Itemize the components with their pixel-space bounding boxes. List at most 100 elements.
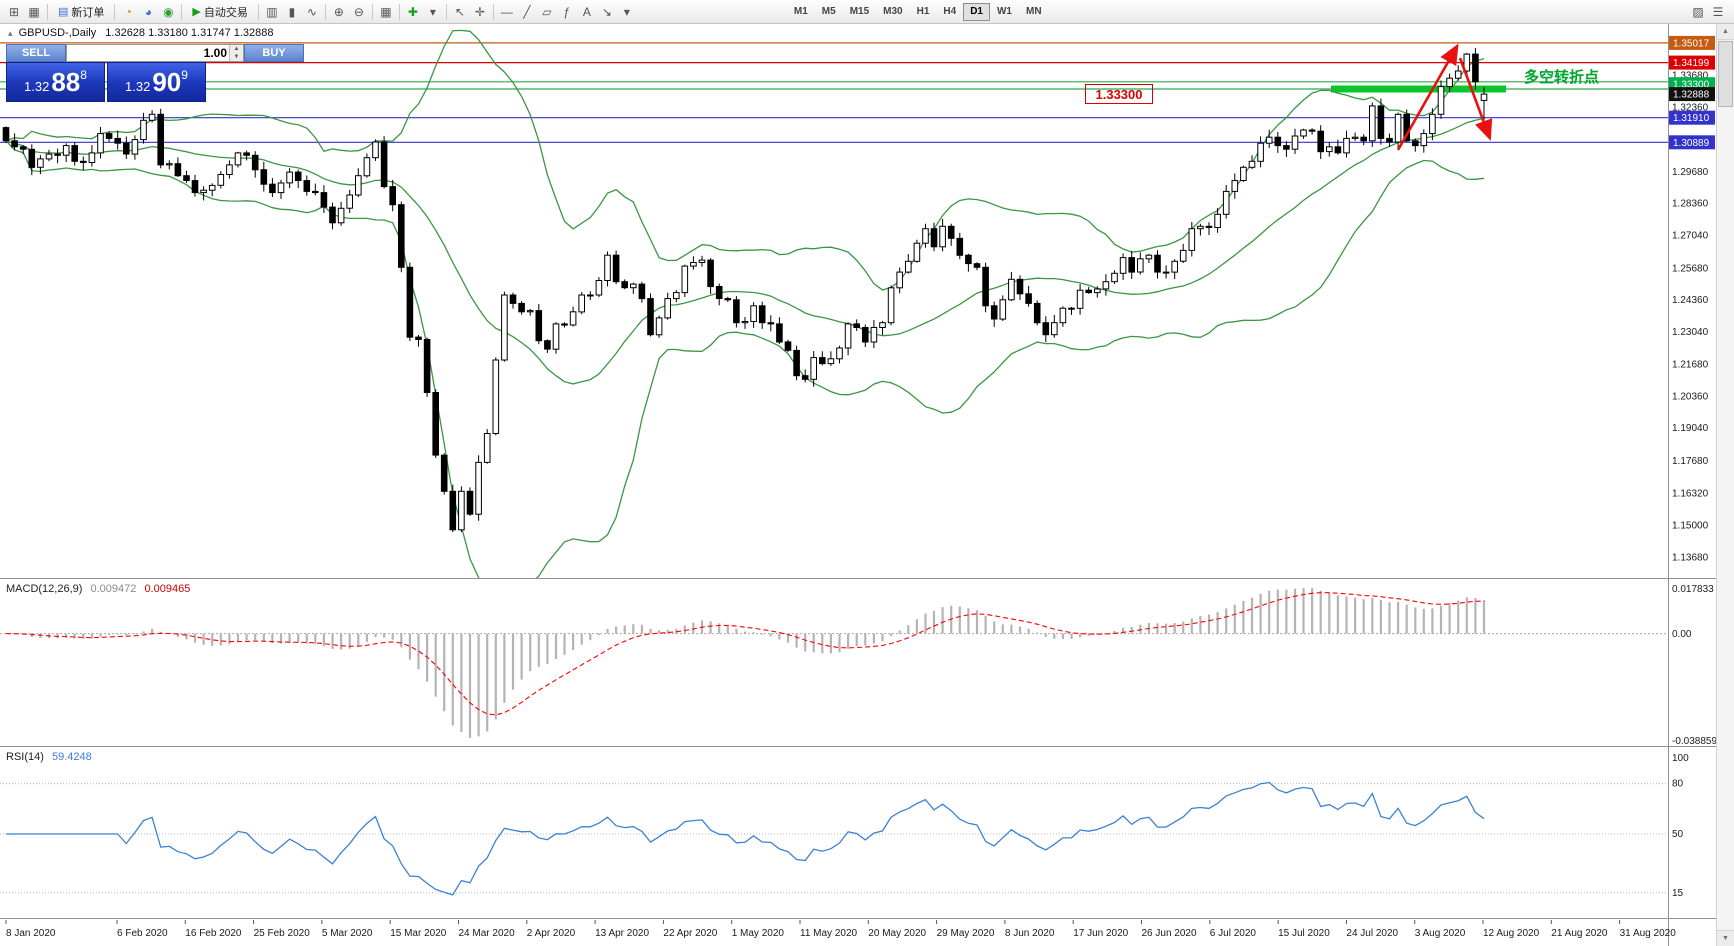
timeframe-d1[interactable]: D1	[963, 2, 990, 21]
lot-increase-button[interactable]: ▲	[230, 45, 243, 53]
price-tick-label: 1.17680	[1672, 456, 1709, 467]
crosshair-icon-glyph: ✛	[474, 4, 485, 19]
channel-icon-glyph: ▱	[542, 4, 552, 19]
main-panel-layer[interactable]	[0, 29, 1668, 592]
date-label: 16 Feb 2020	[185, 928, 242, 939]
tile-windows-icon[interactable]: ▦	[376, 2, 396, 22]
chart-profiles-icon[interactable]: ▦	[24, 2, 44, 22]
zoom-in-icon-glyph: ⊕	[333, 4, 344, 19]
arrow-object-icon[interactable]: ↘	[597, 2, 617, 22]
vertical-scrollbar[interactable]: ▲ ▼	[1716, 24, 1734, 946]
date-label: 13 Apr 2020	[595, 928, 649, 939]
buy-price-point: 9	[181, 68, 188, 82]
horizontal-lines[interactable]	[0, 42, 1668, 143]
lot-decrease-button[interactable]: ▼	[230, 53, 243, 61]
timeframe-m5[interactable]: M5	[815, 3, 843, 21]
svg-text:1.31910: 1.31910	[1673, 113, 1710, 124]
price-level-annotation[interactable]: 1.33300	[1085, 84, 1153, 104]
timeframe-h1[interactable]: H1	[910, 3, 937, 21]
timeframe-m30[interactable]: M30	[876, 3, 909, 21]
rsi-panel[interactable]	[0, 781, 1668, 896]
macd-histogram	[13, 588, 1486, 738]
macd-panel[interactable]	[0, 588, 1668, 738]
bollinger-lower	[5, 140, 1485, 578]
chart-collapse-icon[interactable]: ▴	[8, 28, 13, 38]
indicators-dropdown-icon[interactable]: ▾	[423, 2, 443, 22]
sell-button[interactable]: SELL	[6, 44, 66, 62]
community-icon[interactable]: ◉	[158, 2, 178, 22]
date-label: 25 Feb 2020	[254, 928, 311, 939]
buy-price-button[interactable]: 1.32 90 9	[107, 62, 206, 102]
rsi-indicator-header: RSI(14) 59.4248	[6, 751, 92, 763]
market-news-icon[interactable]: ◕	[138, 2, 158, 22]
macd-signal-line	[5, 592, 1485, 716]
community-icon-glyph: ◉	[163, 4, 174, 19]
new-chart-icon[interactable]: ⊞	[4, 2, 24, 22]
sell-button-label: SELL	[21, 47, 51, 59]
timeframe-m1[interactable]: M1	[787, 3, 815, 21]
price-axis[interactable]: 1.33680 1.32360 1.29680 1.28360 1.27040 1.256…	[1669, 35, 1715, 563]
toolbar-separator	[371, 3, 373, 20]
price-tag-1.32888	[1669, 87, 1715, 102]
fibonacci-icon[interactable]: ƒ	[557, 2, 577, 22]
market-news-icon-glyph: ◕	[144, 4, 153, 19]
svg-text:80: 80	[1672, 779, 1684, 790]
date-label: 12 Aug 2020	[1483, 928, 1540, 939]
bars-chart-icon[interactable]: ▥	[262, 2, 282, 22]
sell-price-pips: 88	[51, 67, 81, 97]
timeframe-h4[interactable]: H4	[936, 3, 963, 21]
timeframe-toolbar: M1 M5 M15 M30 H1 H4 D1 W1 MN	[787, 2, 1049, 21]
date-axis[interactable]: 8 Jan 2020 6 Feb 2020 16 Feb 2020 25 Feb 20…	[5, 920, 1677, 939]
buy-button[interactable]: BUY	[244, 44, 304, 62]
price-tick-label: 1.33680	[1672, 71, 1709, 82]
dock-panel-icon[interactable]: ▨	[1688, 2, 1708, 22]
toolbar-menu-icon[interactable]: ☰	[1708, 2, 1728, 22]
sell-price-button[interactable]: 1.32 88 8	[6, 62, 105, 102]
price-tag-1.35017	[1669, 35, 1715, 50]
buy-price-int: 1.32	[125, 78, 151, 94]
timeframe-w1[interactable]: W1	[990, 3, 1019, 21]
new-order-button[interactable]: ▤ 新订单	[51, 2, 111, 22]
hline-icon-glyph: —	[500, 4, 513, 19]
indicators-icon[interactable]: ✚	[403, 2, 423, 22]
svg-text:1.35017: 1.35017	[1673, 38, 1710, 49]
scrollbar-down-icon[interactable]: ▼	[1717, 930, 1734, 946]
timeframe-mn[interactable]: MN	[1019, 3, 1049, 21]
price-tag-1.30889	[1669, 135, 1715, 150]
text-label-icon[interactable]: A	[577, 2, 597, 22]
price-tick-label: 1.13680	[1672, 552, 1709, 563]
objects-dropdown-icon[interactable]: ▾	[617, 2, 637, 22]
autotrading-button[interactable]: ▶ 自动交易	[185, 2, 254, 22]
zoom-in-icon[interactable]: ⊕	[329, 2, 349, 22]
timeframe-m15[interactable]: M15	[843, 3, 876, 21]
lot-size-input[interactable]	[67, 45, 229, 61]
indicators-icon-glyph: ✚	[407, 4, 418, 19]
history-center-icon[interactable]: ◔	[118, 2, 138, 22]
toolbar-separator	[445, 3, 447, 20]
svg-text:50: 50	[1672, 829, 1684, 840]
rsi-axis: 100 80 50 15	[1672, 753, 1689, 899]
candles-chart-icon[interactable]: ▮	[282, 2, 302, 22]
channel-icon[interactable]: ▱	[537, 2, 557, 22]
trend-arrows[interactable]	[1396, 43, 1493, 151]
date-label: 31 Aug 2020	[1620, 928, 1677, 939]
date-label: 3 Aug 2020	[1415, 928, 1466, 939]
new-order-button-label: 新订单	[71, 6, 105, 19]
cursor-icon[interactable]: ↖	[450, 2, 470, 22]
macd-main-value: 0.009472	[90, 583, 137, 595]
scrollbar-thumb[interactable]	[1718, 41, 1733, 107]
rsi-label: RSI(14)	[6, 751, 44, 763]
line-chart-icon[interactable]: ∿	[302, 2, 322, 22]
date-label: 8 Jan 2020	[6, 928, 56, 939]
scrollbar-up-icon[interactable]: ▲	[1717, 24, 1734, 40]
turning-point-annotation[interactable]: 多空转折点	[1524, 69, 1600, 86]
chart-title: ▴ GBPUSD-,Daily 1.32628 1.33180 1.31747 …	[8, 27, 274, 39]
svg-text:15: 15	[1672, 888, 1684, 899]
zoom-out-icon[interactable]: ⊖	[349, 2, 369, 22]
crosshair-icon[interactable]: ✛	[470, 2, 490, 22]
date-label: 2 Apr 2020	[527, 928, 576, 939]
hline-icon[interactable]: —	[497, 2, 517, 22]
objects-dropdown-icon-glyph: ▾	[623, 4, 630, 19]
trendline-icon[interactable]: ╱	[517, 2, 537, 22]
